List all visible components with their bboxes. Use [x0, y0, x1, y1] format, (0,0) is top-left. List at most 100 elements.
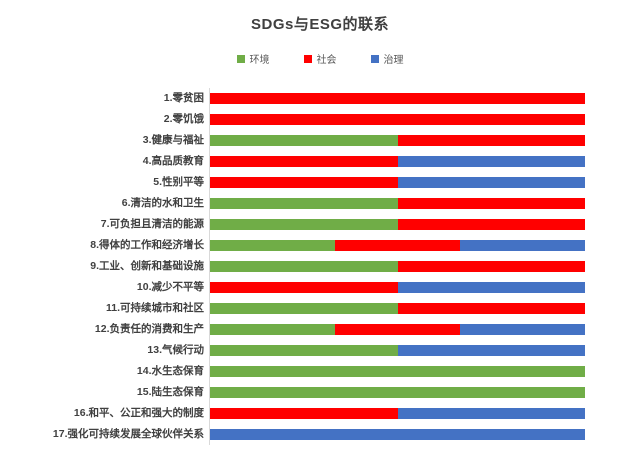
- bar-segment: [397, 345, 585, 356]
- bar-track: [210, 303, 585, 314]
- bar-track-wrap: [209, 88, 640, 109]
- bar-segment: [210, 261, 398, 272]
- chart-row: 6.清洁的水和卫生: [0, 193, 640, 214]
- category-label: 14.水生态保育: [136, 365, 204, 377]
- category-label: 4.高品质教育: [142, 155, 204, 167]
- chart-title: SDGs与ESG的联系: [250, 16, 390, 33]
- bar-segment: [335, 324, 460, 335]
- chart-row: 9.工业、创新和基础设施: [0, 256, 640, 277]
- bar-segment: [210, 408, 398, 419]
- bar-segment: [397, 198, 585, 209]
- bar-segment: [397, 135, 585, 146]
- bar-track-wrap: [209, 130, 640, 151]
- bar-segment: [210, 282, 398, 293]
- chart-row: 11.可持续城市和社区: [0, 298, 640, 319]
- legend-swatch-icon: [236, 54, 245, 63]
- chart-row: 15.陆生态保育: [0, 382, 640, 403]
- category-label: 10.减少不平等: [136, 281, 204, 293]
- bar-track-wrap: [209, 424, 640, 445]
- category-label: 9.工业、创新和基础设施: [90, 260, 204, 272]
- bar-segment: [397, 177, 585, 188]
- bar-segment: [397, 219, 585, 230]
- category-label: 6.清洁的水和卫生: [121, 197, 204, 209]
- category-label: 2.零饥饿: [163, 113, 204, 125]
- bar-track-wrap: [209, 277, 640, 298]
- bar-track: [210, 177, 585, 188]
- bar-segment: [460, 324, 585, 335]
- category-label: 3.健康与福祉: [142, 134, 204, 146]
- bar-track: [210, 198, 585, 209]
- bar-track: [210, 429, 585, 440]
- category-label: 1.零贫困: [163, 92, 204, 104]
- bar-segment: [397, 261, 585, 272]
- legend-label: 社会: [316, 55, 337, 66]
- bar-track: [210, 156, 585, 167]
- bar-track: [210, 93, 585, 104]
- category-label: 17.强化可持续发展全球伙伴关系: [52, 428, 204, 440]
- bar-segment: [210, 114, 585, 125]
- category-label: 13.气候行动: [147, 344, 204, 356]
- bar-track: [210, 387, 585, 398]
- category-label: 5.性别平等: [153, 176, 204, 188]
- bar-segment: [210, 345, 398, 356]
- category-label: 15.陆生态保育: [136, 386, 204, 398]
- bar-segment: [210, 177, 398, 188]
- category-label: 11.可持续城市和社区: [105, 302, 204, 314]
- bar-track: [210, 261, 585, 272]
- bar-track-wrap: [209, 319, 640, 340]
- chart-row: 10.减少不平等: [0, 277, 640, 298]
- bar-segment: [397, 156, 585, 167]
- category-label: 16.和平、公正和强大的制度: [73, 407, 204, 419]
- bar-track: [210, 219, 585, 230]
- bar-segment: [210, 219, 398, 230]
- bar-track-wrap: [209, 109, 640, 130]
- bar-track: [210, 345, 585, 356]
- legend-item: 治理: [370, 51, 404, 66]
- bar-track: [210, 240, 585, 251]
- bar-track-wrap: [209, 382, 640, 403]
- legend-label: 治理: [383, 55, 404, 66]
- bar-segment: [335, 240, 460, 251]
- bar-track-wrap: [209, 256, 640, 277]
- bar-track: [210, 114, 585, 125]
- chart-row: 5.性别平等: [0, 172, 640, 193]
- bar-segment: [210, 387, 585, 398]
- bar-track-wrap: [209, 403, 640, 424]
- bar-segment: [210, 429, 585, 440]
- bar-track-wrap: [209, 151, 640, 172]
- chart-row: 2.零饥饿: [0, 109, 640, 130]
- chart-row: 12.负责任的消费和生产: [0, 319, 640, 340]
- bar-segment: [210, 198, 398, 209]
- bar-track: [210, 135, 585, 146]
- chart-row: 14.水生态保育: [0, 361, 640, 382]
- bar-segment: [397, 408, 585, 419]
- category-label: 12.负责任的消费和生产: [94, 323, 204, 335]
- bar-segment: [210, 324, 335, 335]
- bar-track: [210, 324, 585, 335]
- legend-label: 环境: [249, 55, 270, 66]
- chart-row: 16.和平、公正和强大的制度: [0, 403, 640, 424]
- bar-segment: [210, 93, 585, 104]
- legend-swatch-icon: [303, 54, 312, 63]
- plot-area: 1.零贫困 2.零饥饿 3.健康与福祉 4.高品质教育 5.性别平等 6.清洁的水和卫生 7…: [0, 88, 640, 445]
- bar-track-wrap: [209, 172, 640, 193]
- chart-row: 17.强化可持续发展全球伙伴关系: [0, 424, 640, 445]
- legend: 环境 社会 治理: [0, 51, 640, 66]
- bar-segment: [397, 303, 585, 314]
- bar-track-wrap: [209, 361, 640, 382]
- bar-segment: [397, 282, 585, 293]
- chart-row: 13.气候行动: [0, 340, 640, 361]
- bar-segment: [210, 303, 398, 314]
- bar-track-wrap: [209, 193, 640, 214]
- chart-row: 4.高品质教育: [0, 151, 640, 172]
- chart-row: 8.得体的工作和经济增长: [0, 235, 640, 256]
- bar-track: [210, 282, 585, 293]
- bar-track-wrap: [209, 340, 640, 361]
- chart-row: 7.可负担且清洁的能源: [0, 214, 640, 235]
- bar-track-wrap: [209, 235, 640, 256]
- legend-item: 环境: [236, 51, 270, 66]
- bar-track: [210, 366, 585, 377]
- bar-segment: [210, 156, 398, 167]
- bar-segment: [210, 135, 398, 146]
